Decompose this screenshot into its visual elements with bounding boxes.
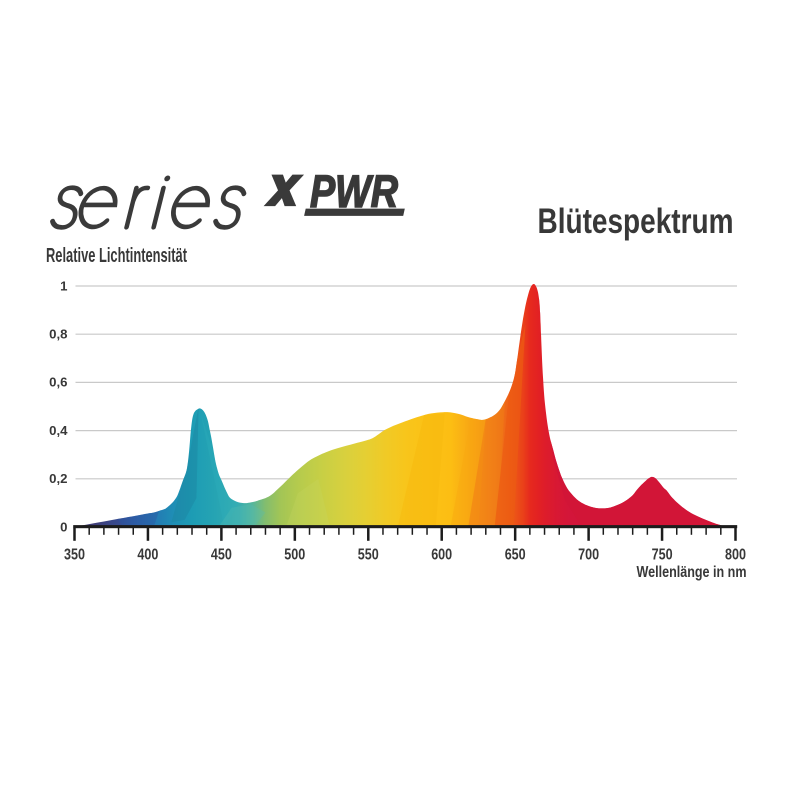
svg-text:700: 700 <box>578 546 599 563</box>
svg-text:0: 0 <box>60 519 67 534</box>
svg-text:550: 550 <box>358 546 379 563</box>
svg-text:650: 650 <box>505 546 526 563</box>
svg-text:450: 450 <box>211 546 232 563</box>
svg-text:800: 800 <box>725 546 746 563</box>
svg-text:1: 1 <box>60 278 67 293</box>
svg-text:600: 600 <box>431 546 452 563</box>
svg-text:500: 500 <box>284 546 305 563</box>
svg-text:Wellenlänge in nm: Wellenlänge in nm <box>637 564 747 581</box>
svg-text:0,2: 0,2 <box>49 471 67 486</box>
svg-text:Relative Lichtintensität: Relative Lichtintensität <box>46 244 187 267</box>
svg-text:0,4: 0,4 <box>49 423 68 438</box>
svg-text:400: 400 <box>137 546 158 563</box>
svg-text:Blütespektrum: Blütespektrum <box>538 202 734 241</box>
svg-text:350: 350 <box>64 546 85 563</box>
svg-text:0,6: 0,6 <box>49 375 67 390</box>
svg-text:750: 750 <box>652 546 673 563</box>
svg-text:0,8: 0,8 <box>49 327 67 342</box>
